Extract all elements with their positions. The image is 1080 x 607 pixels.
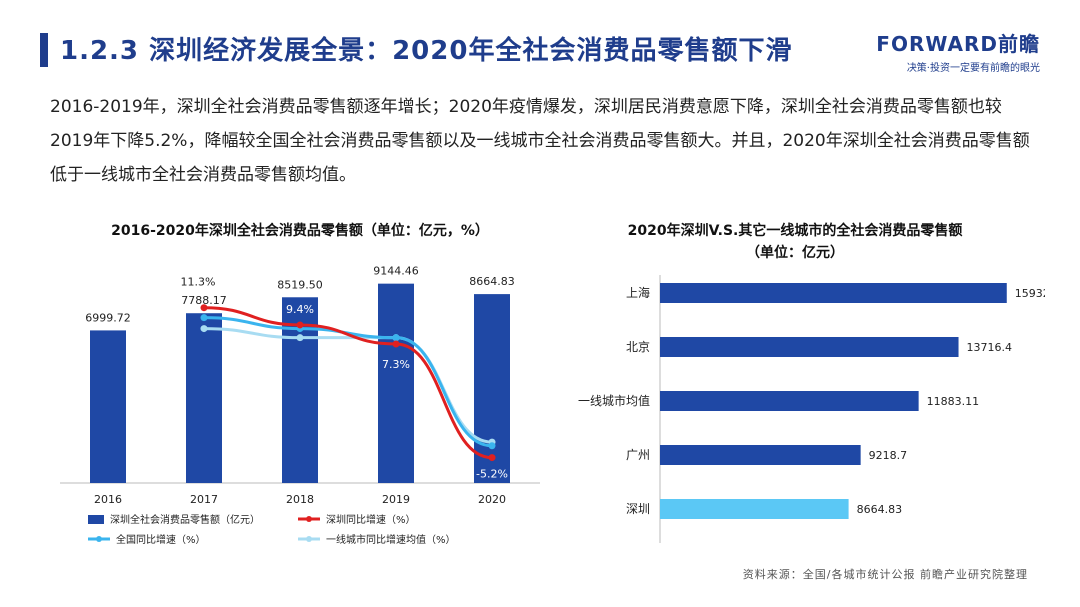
line-series-2: [203, 316, 493, 448]
bar-value-label: 6999.72: [85, 311, 131, 324]
line-point-1: [392, 340, 400, 348]
growth-rate-label: 7.3%: [382, 358, 410, 371]
legend-swatch-dot: [306, 536, 312, 542]
line-point-2: [200, 314, 208, 322]
hbar-value-label: 11883.11: [927, 395, 980, 408]
legend-label: 全国同比增速（%）: [116, 533, 206, 546]
bar-2019: [378, 283, 414, 483]
growth-rate-label: 11.3%: [181, 276, 216, 289]
hbar-value-label: 15932.5: [1015, 287, 1045, 300]
hbar-北京: [660, 337, 959, 357]
line-point-1: [296, 321, 304, 329]
y-category-label: 北京: [626, 340, 650, 354]
hbar-value-label: 9218.7: [869, 449, 908, 462]
line-point-3: [200, 325, 208, 333]
line-point-1: [488, 454, 496, 462]
bar-2016: [90, 330, 126, 483]
chart1-title: 2016-2020年深圳全社会消费品零售额（单位：亿元，%）: [111, 223, 489, 239]
x-tick-label: 2017: [190, 493, 218, 506]
legend-swatch-bar: [88, 515, 104, 524]
line-series-1: [203, 306, 493, 460]
source-note: 资料来源：全国/各城市统计公报 前瞻产业研究院整理: [742, 568, 1028, 581]
bar-value-label: 8664.83: [469, 275, 515, 288]
logo-slogan: 决策·投资一定要有前瞻的眼光: [906, 63, 1040, 74]
chart2-title-main: 2020年深圳V.S.其它一线城市的全社会消费品零售额: [627, 223, 963, 239]
chart2-subtitle: （单位：亿元）: [746, 245, 844, 261]
hbar-value-label: 13716.4: [967, 341, 1013, 354]
line-point-3: [296, 334, 304, 342]
legend-label: 深圳全社会消费品零售额（亿元）: [110, 513, 260, 526]
hbar-广州: [660, 445, 861, 465]
legend-swatch-dot: [306, 516, 312, 522]
hbar-value-label: 8664.83: [857, 503, 903, 516]
bar-value-label: 7788.17: [181, 294, 227, 307]
x-tick-label: 2019: [382, 493, 410, 506]
bar-value-label: 8519.50: [277, 278, 323, 291]
city-comparison-bar-chart: 上海 15932.5 北京 13716.4 一线城市均值 11883.11 广州 9218.7…: [578, 275, 1045, 543]
y-category-label: 广州: [626, 448, 650, 462]
x-tick-label: 2016: [94, 493, 122, 506]
growth-rate-label: -5.2%: [476, 468, 508, 481]
line-point-2: [488, 442, 496, 450]
x-tick-label: 2018: [286, 493, 314, 506]
legend-label: 一线城市同比增速均值（%）: [326, 533, 456, 546]
logo-name: FORWARD前瞻: [876, 32, 1040, 56]
line-series-3: [203, 327, 493, 444]
y-category-label: 深圳: [626, 502, 650, 516]
legend-label: 深圳同比增速（%）: [326, 513, 416, 526]
bar-2017: [186, 313, 222, 483]
brand-logo: FORWARD前瞻 决策·投资一定要有前瞻的眼光: [876, 28, 1040, 74]
summary-text: 2016-2019年，深圳全社会消费品零售额逐年增长；2020年疫情爆发，深圳居…: [50, 97, 1030, 185]
hbar-上海: [660, 283, 1007, 303]
chart2-title: 2020年深圳V.S.其它一线城市的全社会消费品零售额 （单位：亿元）: [575, 220, 1015, 264]
hbar-深圳: [660, 499, 849, 519]
page-title: 1.2.3 深圳经济发展全景：2020年全社会消费品零售额下滑: [60, 36, 793, 66]
growth-rate-label: 9.4%: [286, 303, 314, 316]
y-category-label: 上海: [626, 285, 650, 300]
legend-swatch-dot: [96, 536, 102, 542]
line-point-2: [392, 334, 400, 342]
title-accent-bar: [40, 33, 48, 67]
bar-value-label: 9144.46: [373, 265, 419, 278]
bar-2020: [474, 294, 510, 483]
line-point-1: [200, 304, 208, 312]
x-tick-label: 2020: [478, 493, 506, 506]
retail-sales-combo-chart: 6999.72 2016 7788.17 2017 8519.50 2018 9144.46…: [60, 265, 540, 546]
hbar-一线城市均值: [660, 391, 919, 411]
y-category-label: 一线城市均值: [578, 393, 650, 408]
